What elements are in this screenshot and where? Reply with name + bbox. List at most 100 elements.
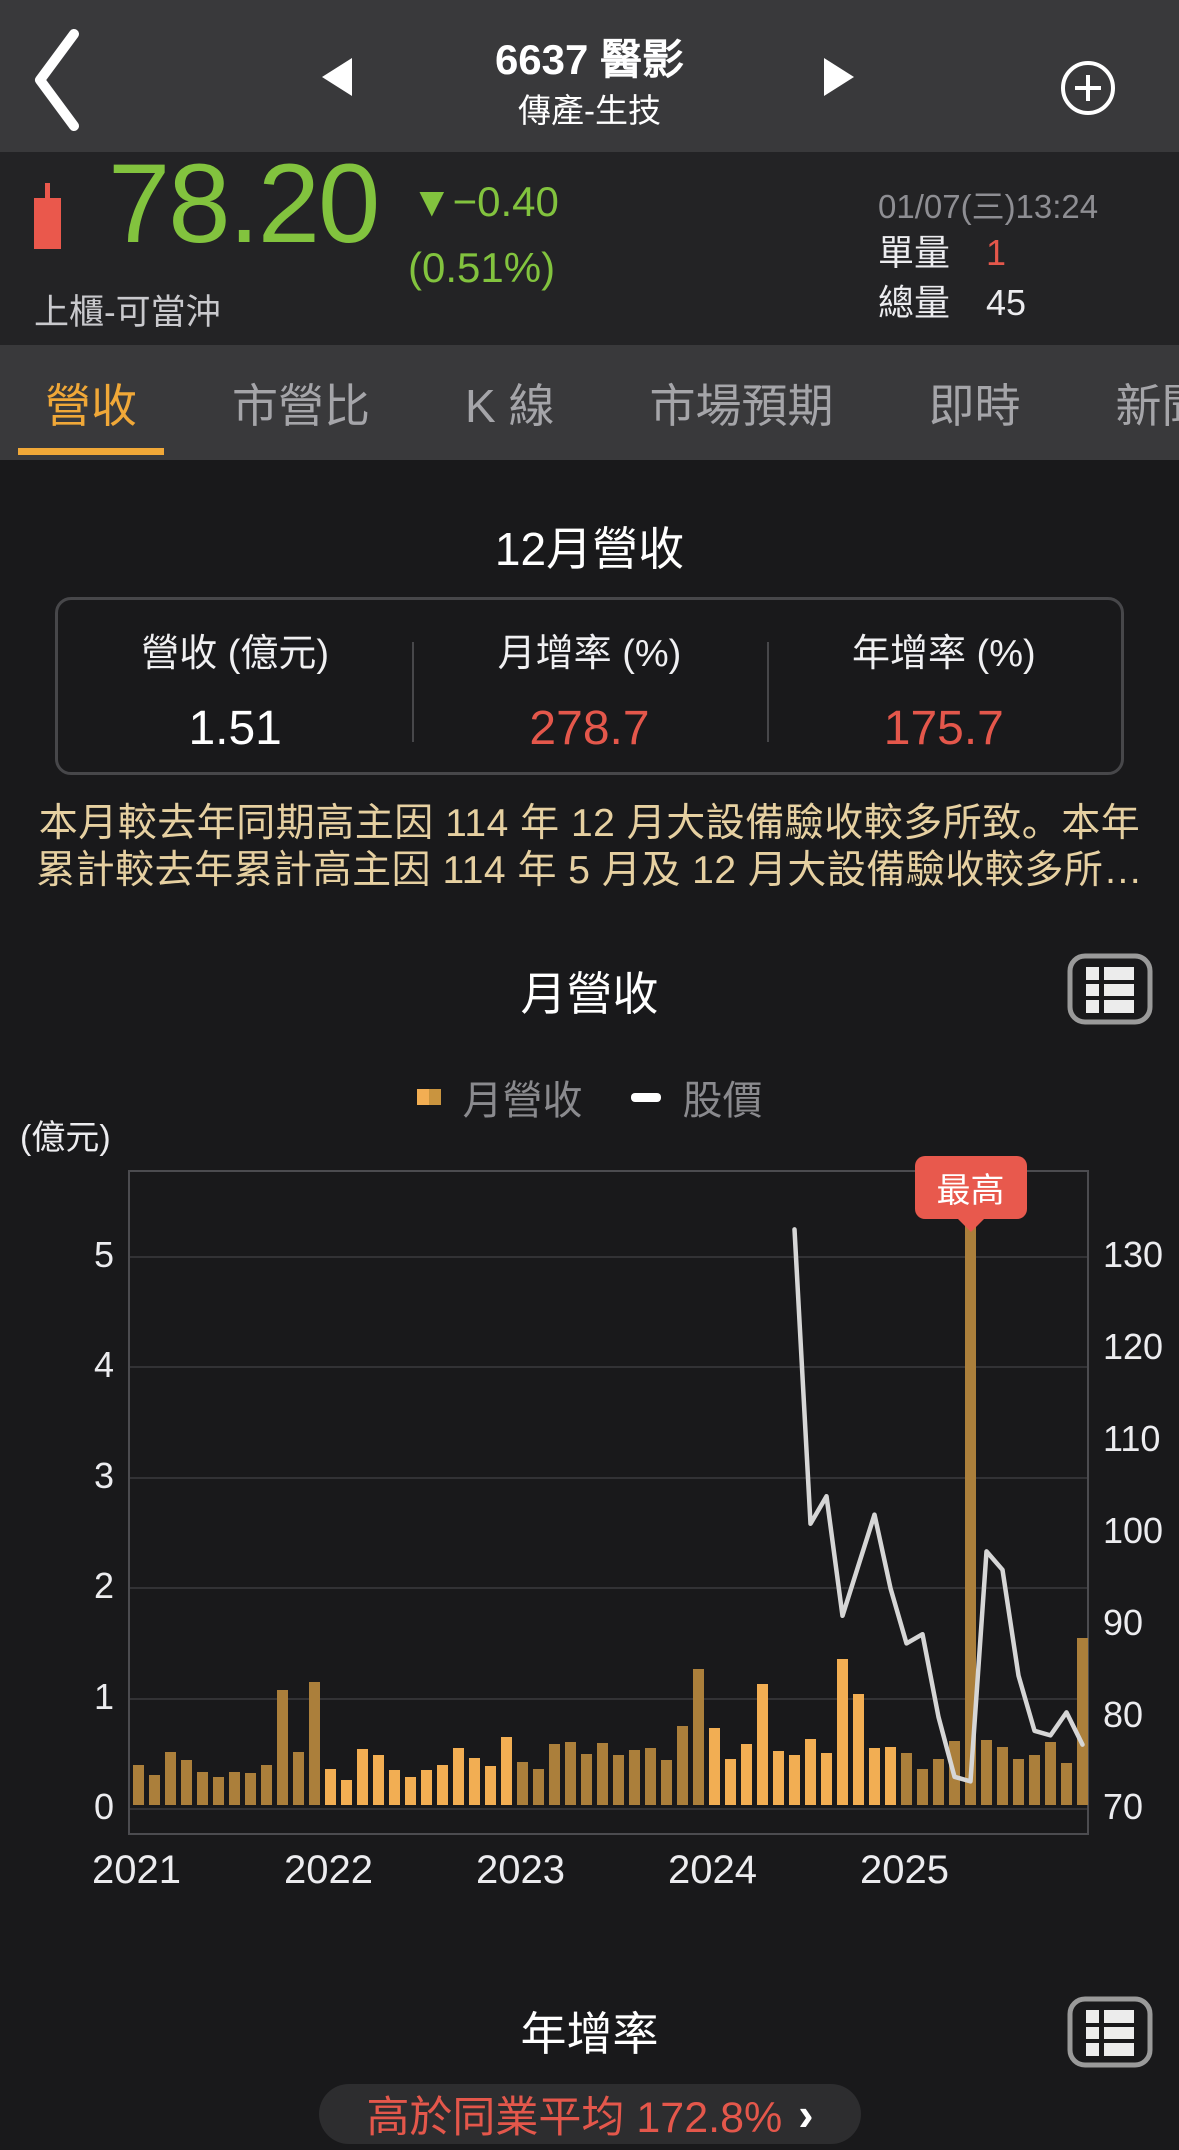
unit-volume-value: 1 [986,232,1007,273]
revenue-bar-month-37[interactable] [725,1758,736,1805]
table-view-icon[interactable] [1067,1996,1153,2068]
tab-3[interactable]: K 線 [465,379,555,432]
right-axis-tick: 80 [1103,1694,1144,1735]
revenue-bar-month-41[interactable] [789,1755,800,1805]
summary-label: 營收 (億元) [141,633,330,675]
revenue-bar-month-1[interactable] [149,1775,160,1805]
revenue-bar-month-18[interactable] [421,1769,432,1805]
revenue-bar-month-53[interactable] [981,1739,992,1805]
tab-1[interactable]: 營收 [18,345,164,460]
revenue-bar-month-40[interactable] [773,1750,784,1805]
revenue-bar-month-58[interactable] [1061,1763,1072,1805]
summary-col-2: 月增率 (%) 278.7 [412,600,766,772]
stock-category: 傳產-生技 [518,92,661,129]
prev-stock-icon[interactable] [322,58,352,96]
revenue-bar-month-30[interactable] [613,1755,624,1805]
revenue-bar-month-48[interactable] [901,1753,912,1805]
revenue-bar-month-11[interactable] [309,1682,320,1805]
add-watchlist-icon[interactable] [1061,61,1115,115]
revenue-bar-month-49[interactable] [917,1768,928,1805]
revenue-bar-month-54[interactable] [997,1746,1008,1805]
revenue-bar-month-57[interactable] [1045,1742,1056,1805]
monthly-chart-title: 月營收 [520,968,659,1020]
revenue-bar-month-17[interactable] [405,1777,416,1805]
left-axis-tick: 4 [93,1344,114,1386]
revenue-bar-month-6[interactable] [229,1771,240,1805]
revenue-bar-month-46[interactable] [869,1747,880,1805]
revenue-bar-month-0[interactable] [133,1765,144,1805]
revenue-bar-month-8[interactable] [261,1765,272,1805]
revenue-bar-month-19[interactable] [437,1765,448,1805]
revenue-bar-month-35[interactable] [693,1669,704,1805]
revenue-bar-month-59[interactable] [1077,1638,1088,1805]
revenue-bar-month-25[interactable] [533,1768,544,1805]
revenue-bar-month-13[interactable] [341,1779,352,1805]
revenue-bar-month-3[interactable] [181,1759,192,1805]
tab-2[interactable]: 市營比 [232,379,370,432]
revenue-bar-month-22[interactable] [485,1766,496,1805]
revenue-bar-month-15[interactable] [373,1755,384,1805]
revenue-bar-month-45[interactable] [853,1693,864,1805]
revenue-bar-month-14[interactable] [357,1748,368,1805]
right-axis-tick: 120 [1103,1326,1164,1367]
revenue-bar-month-5[interactable] [213,1777,224,1805]
y-axis-unit-label: (億元) [20,1119,111,1157]
revenue-bar-month-2[interactable] [165,1752,176,1805]
summary-value: 278.7 [529,702,650,755]
total-volume-row: 總量 45 [878,274,1026,326]
tab-4[interactable]: 市場預期 [649,379,834,432]
revenue-bar-month-34[interactable] [677,1725,688,1805]
revenue-bar-month-55[interactable] [1013,1758,1024,1805]
revenue-bar-month-56[interactable] [1029,1755,1040,1805]
back-icon[interactable] [18,8,98,144]
peer-comparison-pill[interactable]: 高於同業平均 172.8% › [319,2084,861,2144]
tab-5[interactable]: 即時 [928,379,1021,432]
revenue-bar-month-26[interactable] [549,1744,560,1805]
next-stock-icon[interactable] [824,58,854,96]
revenue-bar-month-42[interactable] [805,1738,816,1805]
revenue-bar-month-9[interactable] [277,1690,288,1805]
max-value-tooltip: 最高 [914,1156,1027,1219]
revenue-note: 本月較去年同期高主因 114 年 12 月大設備驗收較多所致。本年 累計較去年累… [30,800,1149,894]
revenue-bar-month-32[interactable] [645,1747,656,1805]
revenue-bar-month-31[interactable] [629,1749,640,1805]
revenue-bar-month-10[interactable] [293,1752,304,1805]
revenue-bar-month-28[interactable] [581,1754,592,1805]
peer-comparison-text: 高於同業平均 172.8% [366,2094,783,2142]
summary-label: 年增率 (%) [851,633,1036,675]
revenue-bar-month-47[interactable] [885,1746,896,1805]
revenue-bar-month-44[interactable] [837,1659,848,1805]
revenue-bar-month-16[interactable] [389,1769,400,1805]
gridline [130,1366,1087,1369]
table-view-icon[interactable] [1067,953,1153,1025]
revenue-bar-month-39[interactable] [757,1683,768,1805]
revenue-bar-month-7[interactable] [245,1772,256,1805]
revenue-bar-month-36[interactable] [709,1727,720,1805]
candle-icon-body [34,198,61,249]
revenue-bar-month-21[interactable] [469,1757,480,1805]
candle-icon [45,183,50,200]
stock-price-line [792,1227,1085,1784]
revenue-bar-month-52[interactable] [965,1224,976,1805]
top-nav-bar: 6637 醫影 傳產-生技 [0,0,1179,152]
revenue-bar-month-27[interactable] [565,1742,576,1805]
revenue-bar-month-12[interactable] [325,1768,336,1805]
summary-divider [412,642,415,742]
revenue-bar-month-20[interactable] [453,1747,464,1805]
revenue-bar-month-29[interactable] [597,1743,608,1805]
revenue-bar-month-24[interactable] [517,1761,528,1805]
summary-value: 1.51 [188,702,282,755]
revenue-bar-month-43[interactable] [821,1753,832,1805]
revenue-bar-month-50[interactable] [933,1758,944,1805]
revenue-bar-month-33[interactable] [661,1759,672,1805]
revenue-bar-month-23[interactable] [501,1736,512,1805]
right-axis-tick: 110 [1103,1418,1161,1459]
left-axis-tick: 3 [93,1454,114,1496]
chevron-right-icon: › [798,2088,814,2140]
price-change-percent: (0.51%) [408,244,556,291]
revenue-bar-month-38[interactable] [741,1744,752,1805]
revenue-bar-month-4[interactable] [197,1771,208,1805]
tab-6[interactable]: 新聞 [1115,379,1179,432]
unit-volume-label: 單量 [878,232,951,273]
